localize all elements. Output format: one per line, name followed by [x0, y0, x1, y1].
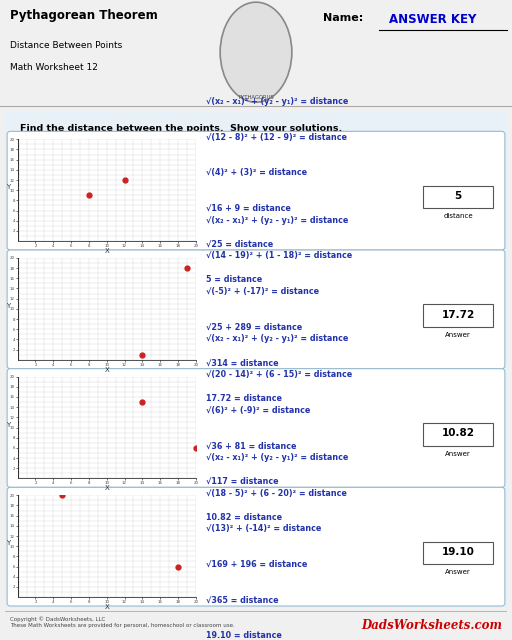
- Text: √(13)² + (-14)² = distance: √(13)² + (-14)² = distance: [206, 524, 321, 533]
- FancyBboxPatch shape: [423, 423, 493, 445]
- X-axis label: X: X: [104, 485, 109, 491]
- Text: √(18 - 5)² + (6 - 20)² = distance: √(18 - 5)² + (6 - 20)² = distance: [206, 488, 347, 498]
- Text: 5: 5: [454, 191, 462, 201]
- Text: √25 = distance: √25 = distance: [206, 240, 273, 249]
- Y-axis label: Y: Y: [6, 184, 11, 190]
- Text: Distance Between Points: Distance Between Points: [10, 42, 122, 51]
- Text: Copyright © DadsWorksheets, LLC
These Math Worksheets are provided for personal,: Copyright © DadsWorksheets, LLC These Ma…: [10, 616, 235, 628]
- Text: √(x₂ - x₁)² + (y₂ - y₁)² = distance: √(x₂ - x₁)² + (y₂ - y₁)² = distance: [206, 334, 348, 343]
- Text: √(4)² + (3)² = distance: √(4)² + (3)² = distance: [206, 168, 307, 177]
- Text: √(x₂ - x₁)² + (y₂ - y₁)² = distance: √(x₂ - x₁)² + (y₂ - y₁)² = distance: [206, 216, 348, 225]
- Text: distance: distance: [443, 213, 473, 220]
- Text: 19.10 = distance: 19.10 = distance: [206, 632, 282, 640]
- Text: 17.72 = distance: 17.72 = distance: [206, 394, 282, 403]
- Text: 5 = distance: 5 = distance: [206, 275, 262, 284]
- Text: Answer: Answer: [445, 332, 471, 338]
- Y-axis label: Y: Y: [6, 540, 11, 546]
- FancyBboxPatch shape: [7, 250, 505, 369]
- Text: √25 + 289 = distance: √25 + 289 = distance: [206, 323, 302, 332]
- Text: √(-5)² + (-17)² = distance: √(-5)² + (-17)² = distance: [206, 287, 319, 296]
- X-axis label: X: X: [104, 367, 109, 372]
- Text: Pythagorean Theorem: Pythagorean Theorem: [10, 9, 158, 22]
- Text: ANSWER KEY: ANSWER KEY: [389, 13, 477, 26]
- FancyBboxPatch shape: [423, 186, 493, 209]
- Text: √365 = distance: √365 = distance: [206, 596, 279, 605]
- X-axis label: X: X: [104, 604, 109, 610]
- Text: 19.10: 19.10: [441, 547, 475, 557]
- Text: √(20 - 14)² + (6 - 15)² = distance: √(20 - 14)² + (6 - 15)² = distance: [206, 370, 352, 379]
- Text: √169 + 196 = distance: √169 + 196 = distance: [206, 560, 307, 569]
- FancyBboxPatch shape: [7, 369, 505, 487]
- Text: Find the distance between the points.  Show your solutions.: Find the distance between the points. Sh…: [20, 124, 343, 133]
- Y-axis label: Y: Y: [6, 422, 11, 428]
- Text: Answer: Answer: [445, 569, 471, 575]
- Text: DadsWorksheets.com: DadsWorksheets.com: [361, 619, 502, 632]
- Ellipse shape: [220, 2, 292, 102]
- FancyBboxPatch shape: [423, 304, 493, 327]
- Y-axis label: Y: Y: [6, 303, 11, 309]
- Text: √(12 - 8)² + (12 - 9)² = distance: √(12 - 8)² + (12 - 9)² = distance: [206, 132, 347, 141]
- Text: PYTHAGORUS: PYTHAGORUS: [238, 95, 274, 100]
- FancyBboxPatch shape: [7, 487, 505, 606]
- Text: √(6)² + (-9)² = distance: √(6)² + (-9)² = distance: [206, 406, 310, 415]
- Text: √(x₂ - x₁)² + (y₂ - y₁)² = distance: √(x₂ - x₁)² + (y₂ - y₁)² = distance: [206, 97, 348, 106]
- Text: Answer: Answer: [445, 451, 471, 456]
- Text: 17.72: 17.72: [441, 310, 475, 319]
- Text: √314 = distance: √314 = distance: [206, 358, 279, 367]
- Text: √16 + 9 = distance: √16 + 9 = distance: [206, 204, 291, 213]
- Text: 10.82 = distance: 10.82 = distance: [206, 513, 282, 522]
- FancyBboxPatch shape: [7, 131, 505, 250]
- Text: √(x₂ - x₁)² + (y₂ - y₁)² = distance: √(x₂ - x₁)² + (y₂ - y₁)² = distance: [206, 453, 348, 462]
- FancyBboxPatch shape: [423, 541, 493, 564]
- Text: Math Worksheet 12: Math Worksheet 12: [10, 63, 98, 72]
- Text: Name:: Name:: [323, 13, 363, 23]
- Text: √117 = distance: √117 = distance: [206, 477, 279, 486]
- X-axis label: X: X: [104, 248, 109, 254]
- Text: √36 + 81 = distance: √36 + 81 = distance: [206, 442, 296, 451]
- Text: 10.82: 10.82: [441, 428, 475, 438]
- FancyBboxPatch shape: [3, 109, 509, 611]
- Text: √(14 - 19)² + (1 - 18)² = distance: √(14 - 19)² + (1 - 18)² = distance: [206, 252, 352, 260]
